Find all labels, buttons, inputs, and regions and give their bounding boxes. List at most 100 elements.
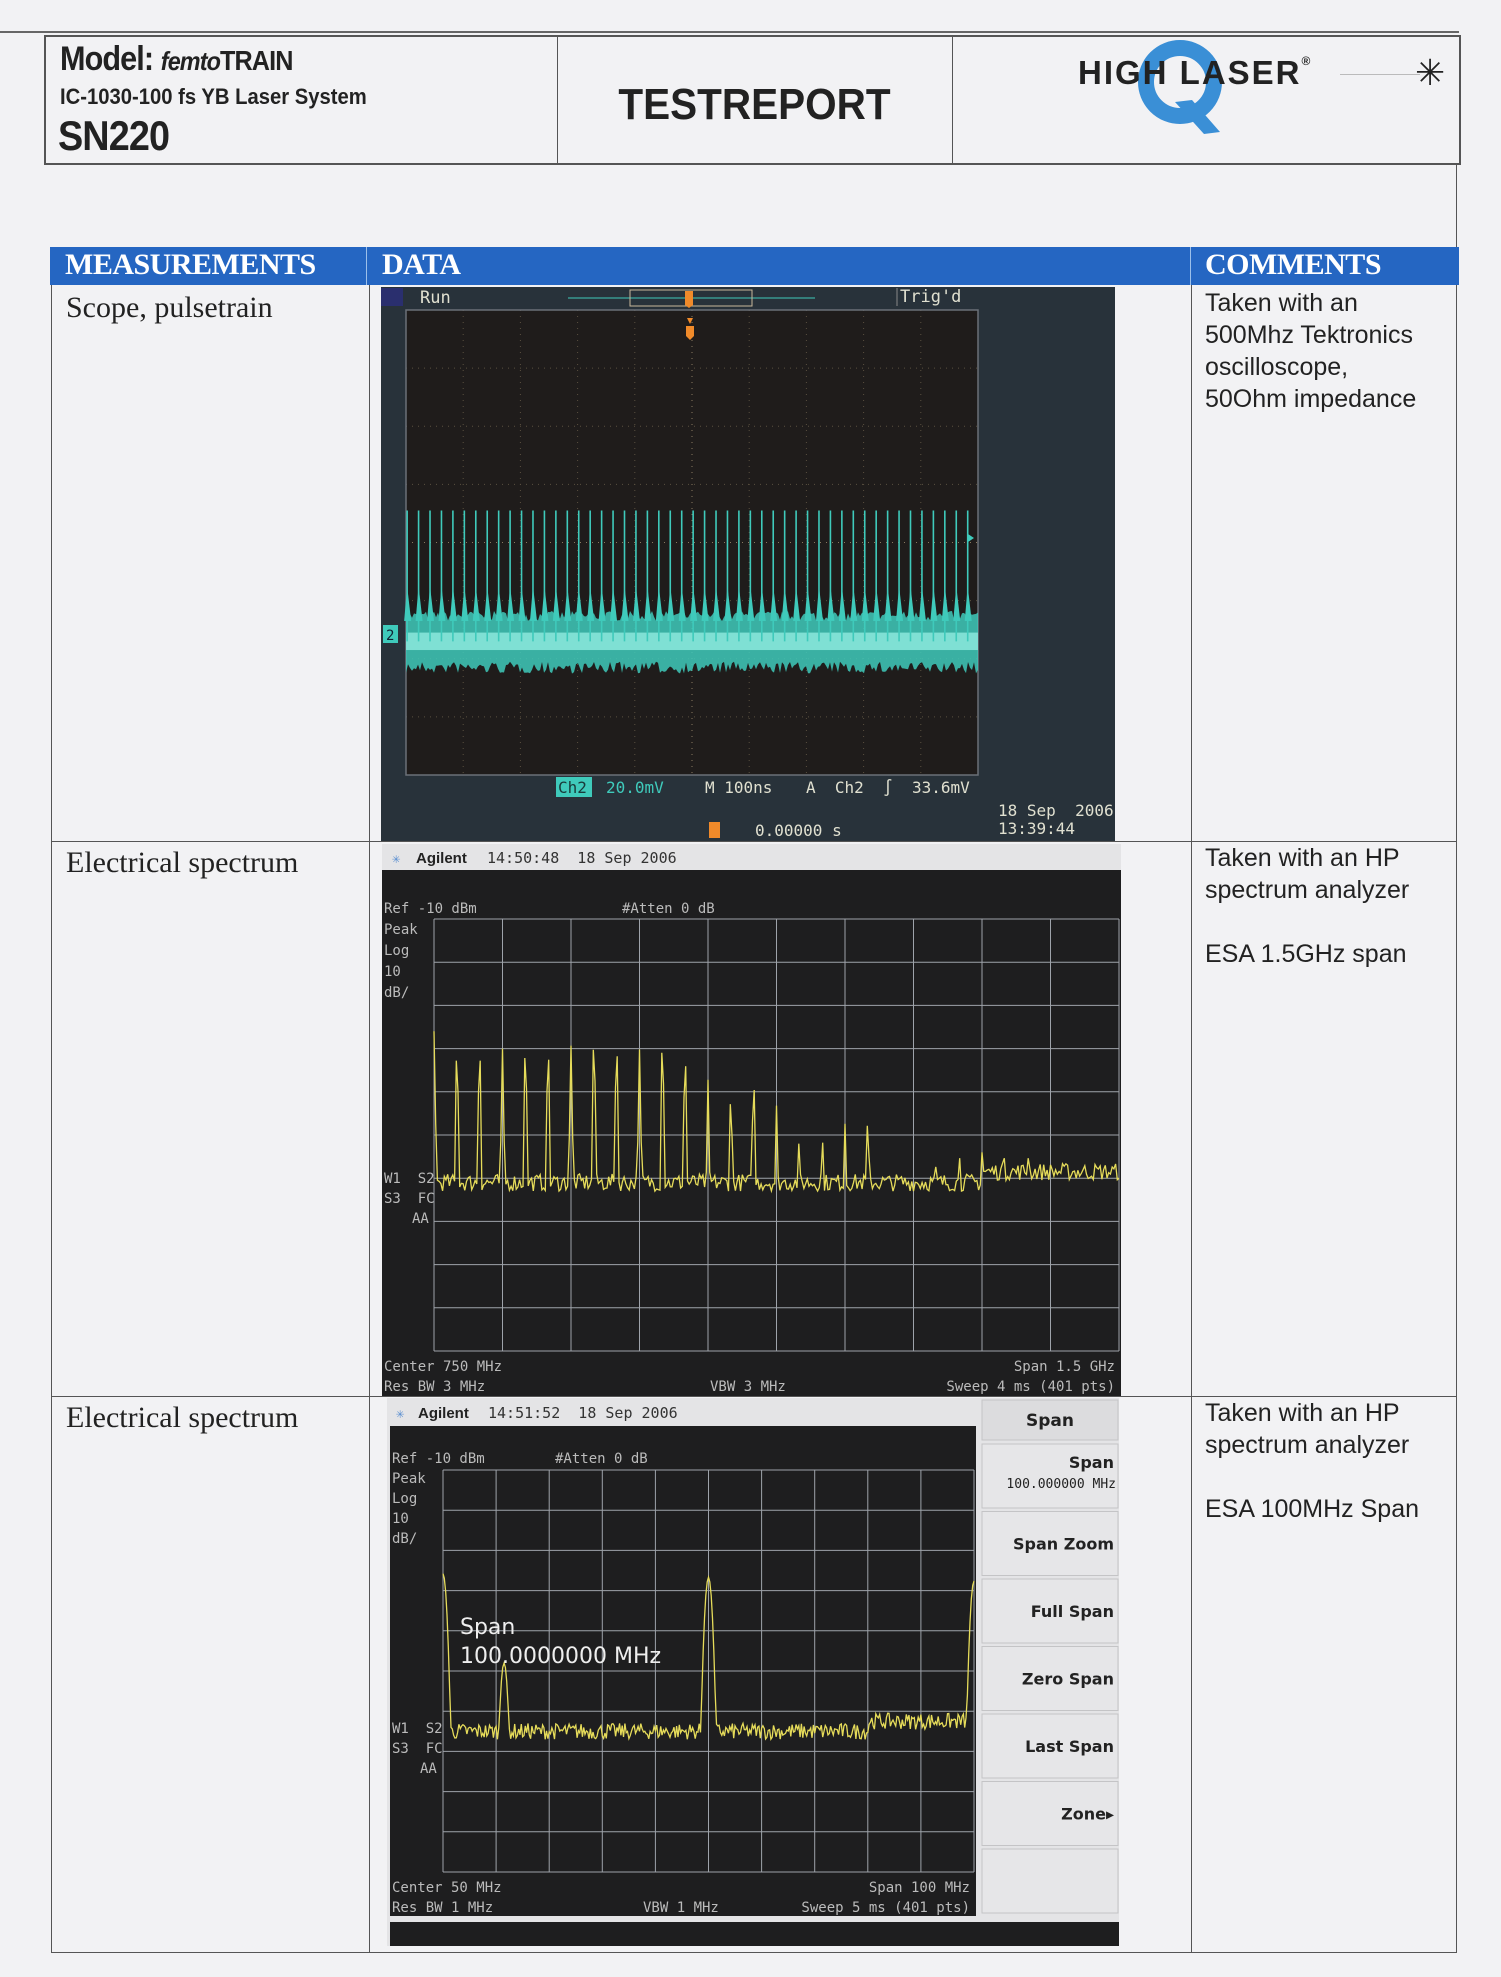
- ch2-label: Ch2: [558, 778, 587, 797]
- esa2-annotations: Ref -10 dBm #Atten 0 dB Peak Log 10 dB/ …: [392, 1451, 970, 1916]
- esa2-scale-unit: dB/: [392, 1531, 417, 1547]
- table-row-divider: [51, 1396, 1457, 1397]
- softkey-span[interactable]: Span 100.000000 MHz: [981, 1443, 1119, 1509]
- model-label: Model:: [60, 40, 154, 78]
- esa2-scale-value: 10: [392, 1511, 409, 1527]
- esa1-span: Span 1.5 GHz: [1014, 1359, 1115, 1375]
- scope-pulse-base: [472, 586, 480, 621]
- scope-pulse-base: [598, 586, 606, 621]
- trigger-level-icon: [968, 534, 974, 542]
- scope-graticule-area: [406, 310, 978, 775]
- scope-pulse-base: [667, 586, 675, 621]
- esa2-ref-level: Ref -10 dBm: [392, 1451, 485, 1467]
- esa1-sweep: Sweep 4 ms (401 pts): [946, 1379, 1115, 1395]
- scope-pulse-base: [438, 586, 446, 621]
- scope-pulse-base: [701, 586, 709, 621]
- softkey-menu-title: Span: [1026, 1411, 1074, 1431]
- softkey-button-face: [981, 1713, 1119, 1779]
- table-bottom-border: [51, 1952, 1457, 1953]
- esa1-scale-unit: dB/: [384, 985, 409, 1001]
- softkey-value: 100.000000 MHz: [1006, 1477, 1116, 1492]
- softkey-button-face: [981, 1781, 1119, 1846]
- scope-pulse-base: [690, 586, 698, 621]
- scope-run-status: Run: [420, 288, 451, 308]
- column-header-comments: COMMENTS: [1205, 248, 1382, 281]
- column-header-measurements: MEASUREMENTS: [65, 248, 316, 281]
- header-col-divider: [1190, 247, 1191, 285]
- scope-pulse-base: [964, 586, 972, 621]
- softkey-label: Span Zoom: [1013, 1535, 1114, 1554]
- softkey-label: Last Span: [1025, 1737, 1114, 1756]
- scope-pulse-base: [415, 586, 423, 621]
- trigger-setting: A Ch2 ∫ 33.6mV: [806, 778, 970, 797]
- logo-text-right: LASER: [1179, 54, 1302, 91]
- softkey-span-zoom[interactable]: Span Zoom: [981, 1511, 1119, 1576]
- softkey-full-span[interactable]: Full Span: [981, 1578, 1119, 1644]
- softkey-zone-[interactable]: Zone▸: [981, 1781, 1119, 1846]
- scope-pulse-base: [404, 586, 412, 621]
- serial-number: SN220: [58, 112, 170, 159]
- scope-pulse-base: [507, 586, 515, 621]
- header-divider: [557, 35, 558, 163]
- esa1-scale-type: Log: [384, 943, 409, 959]
- esa2-sweep: Sweep 5 ms (401 pts): [801, 1900, 970, 1916]
- table-header-bar: [50, 247, 1459, 285]
- scope-pulse-base: [564, 586, 572, 621]
- scope-pulse-base: [587, 586, 595, 621]
- esa2-span: Span 100 MHz: [869, 1880, 970, 1896]
- scope-pulse-base: [896, 586, 904, 621]
- agilent-logo-icon: ✳: [392, 851, 401, 867]
- softkey-label: Zone▸: [1061, 1805, 1114, 1824]
- system-name: IC-1030-100 fs YB Laser System: [60, 84, 367, 109]
- trigger-position-readout: 0.00000 s: [755, 821, 842, 840]
- scope-pulse-base: [758, 586, 766, 621]
- softkey-menu: Span Span 100.000000 MHz Span Zoom Full Spa…: [981, 1399, 1119, 1914]
- esa1-trace-mode: AA: [412, 1211, 429, 1227]
- esa1-center-freq: Center 750 MHz: [384, 1359, 502, 1375]
- softkey-label: Full Span: [1031, 1602, 1114, 1621]
- scope-pulse-base: [941, 586, 949, 621]
- scope-pulse-base: [552, 586, 560, 621]
- page-right-rule: [1456, 163, 1457, 1953]
- scope-pulse-base: [873, 586, 881, 621]
- logo-text-left: HIGH: [1078, 54, 1169, 91]
- esa2-vbw: VBW 1 MHz: [643, 1900, 719, 1916]
- comment-text: Taken with an 500Mhz Tektronics oscillos…: [1205, 289, 1417, 413]
- scope-pulse-base: [770, 586, 778, 621]
- scope-trig-status: Trig'd: [900, 287, 961, 307]
- esa1-brand: Agilent: [416, 850, 467, 867]
- scope-pulse-base: [953, 586, 961, 621]
- esa1-res-bw: Res BW 3 MHz: [384, 1379, 485, 1395]
- measurement-label: Electrical spectrum: [66, 1401, 299, 1434]
- spectrum-analyzer-screen-2: ✳ Agilent 14:51:52 18 Sep 2006 Ref -10 d…: [387, 1398, 1119, 1946]
- agilent-logo-icon: ✳: [396, 1406, 405, 1422]
- scope-pulse-base: [610, 586, 618, 621]
- scope-pulse-base: [930, 586, 938, 621]
- softkey-button-face: [981, 1578, 1119, 1644]
- scope-pulse-base: [861, 586, 869, 621]
- scope-date: 18 Sep 2006: [998, 801, 1114, 820]
- scope-pulse-base: [575, 586, 583, 621]
- header-box: [44, 35, 1461, 165]
- esa2-res-bw: Res BW 1 MHz: [392, 1900, 493, 1916]
- scope-pulse-base: [529, 586, 537, 621]
- trigger-position-icon: [686, 318, 694, 340]
- scope-pulse-base: [427, 586, 435, 621]
- softkey-zero-span[interactable]: Zero Span: [981, 1646, 1119, 1711]
- logo-text: HIGH LASER®: [1078, 54, 1312, 92]
- esa2-trace-mode: W1 S2: [392, 1721, 443, 1737]
- esa1-trace-mode: S3 FC: [384, 1191, 435, 1207]
- measurement-label: Electrical spectrum: [66, 846, 299, 879]
- header-divider: [952, 35, 953, 163]
- esa1-trace-mode: W1 S2: [384, 1171, 435, 1187]
- scope-pulse-base: [655, 586, 663, 621]
- esa2-center-freq: Center 50 MHz: [392, 1880, 502, 1896]
- scope-pulse-base: [518, 586, 526, 621]
- scope-pulse-base: [541, 586, 549, 621]
- asterisk-icon: ✳: [1415, 52, 1446, 93]
- softkey-last-span[interactable]: Last Span: [981, 1713, 1119, 1779]
- esa2-trace: [442, 1573, 975, 1742]
- softkey-blank[interactable]: [981, 1848, 1119, 1914]
- measurement-label: Scope, pulsetrain: [66, 291, 273, 324]
- header-col-divider: [366, 247, 367, 285]
